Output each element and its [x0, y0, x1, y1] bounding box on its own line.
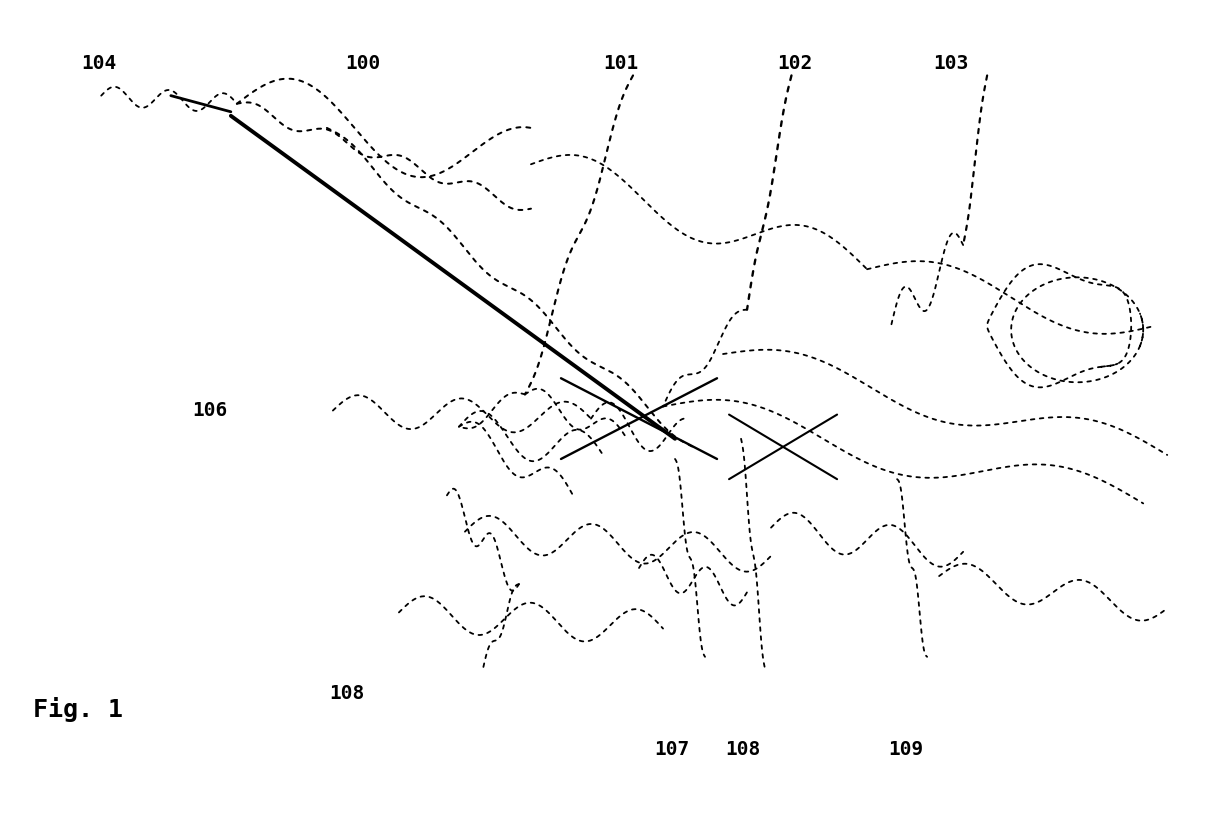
Text: 100: 100: [345, 54, 380, 73]
Text: 101: 101: [603, 54, 638, 73]
Text: 109: 109: [889, 740, 924, 759]
Text: 108: 108: [329, 684, 364, 702]
Text: Fig. 1: Fig. 1: [33, 698, 123, 723]
Text: 103: 103: [933, 54, 968, 73]
Text: 102: 102: [777, 54, 813, 73]
Text: 104: 104: [81, 54, 116, 73]
Text: 107: 107: [655, 740, 690, 759]
Text: 108: 108: [726, 740, 761, 759]
Text: 106: 106: [193, 401, 228, 420]
